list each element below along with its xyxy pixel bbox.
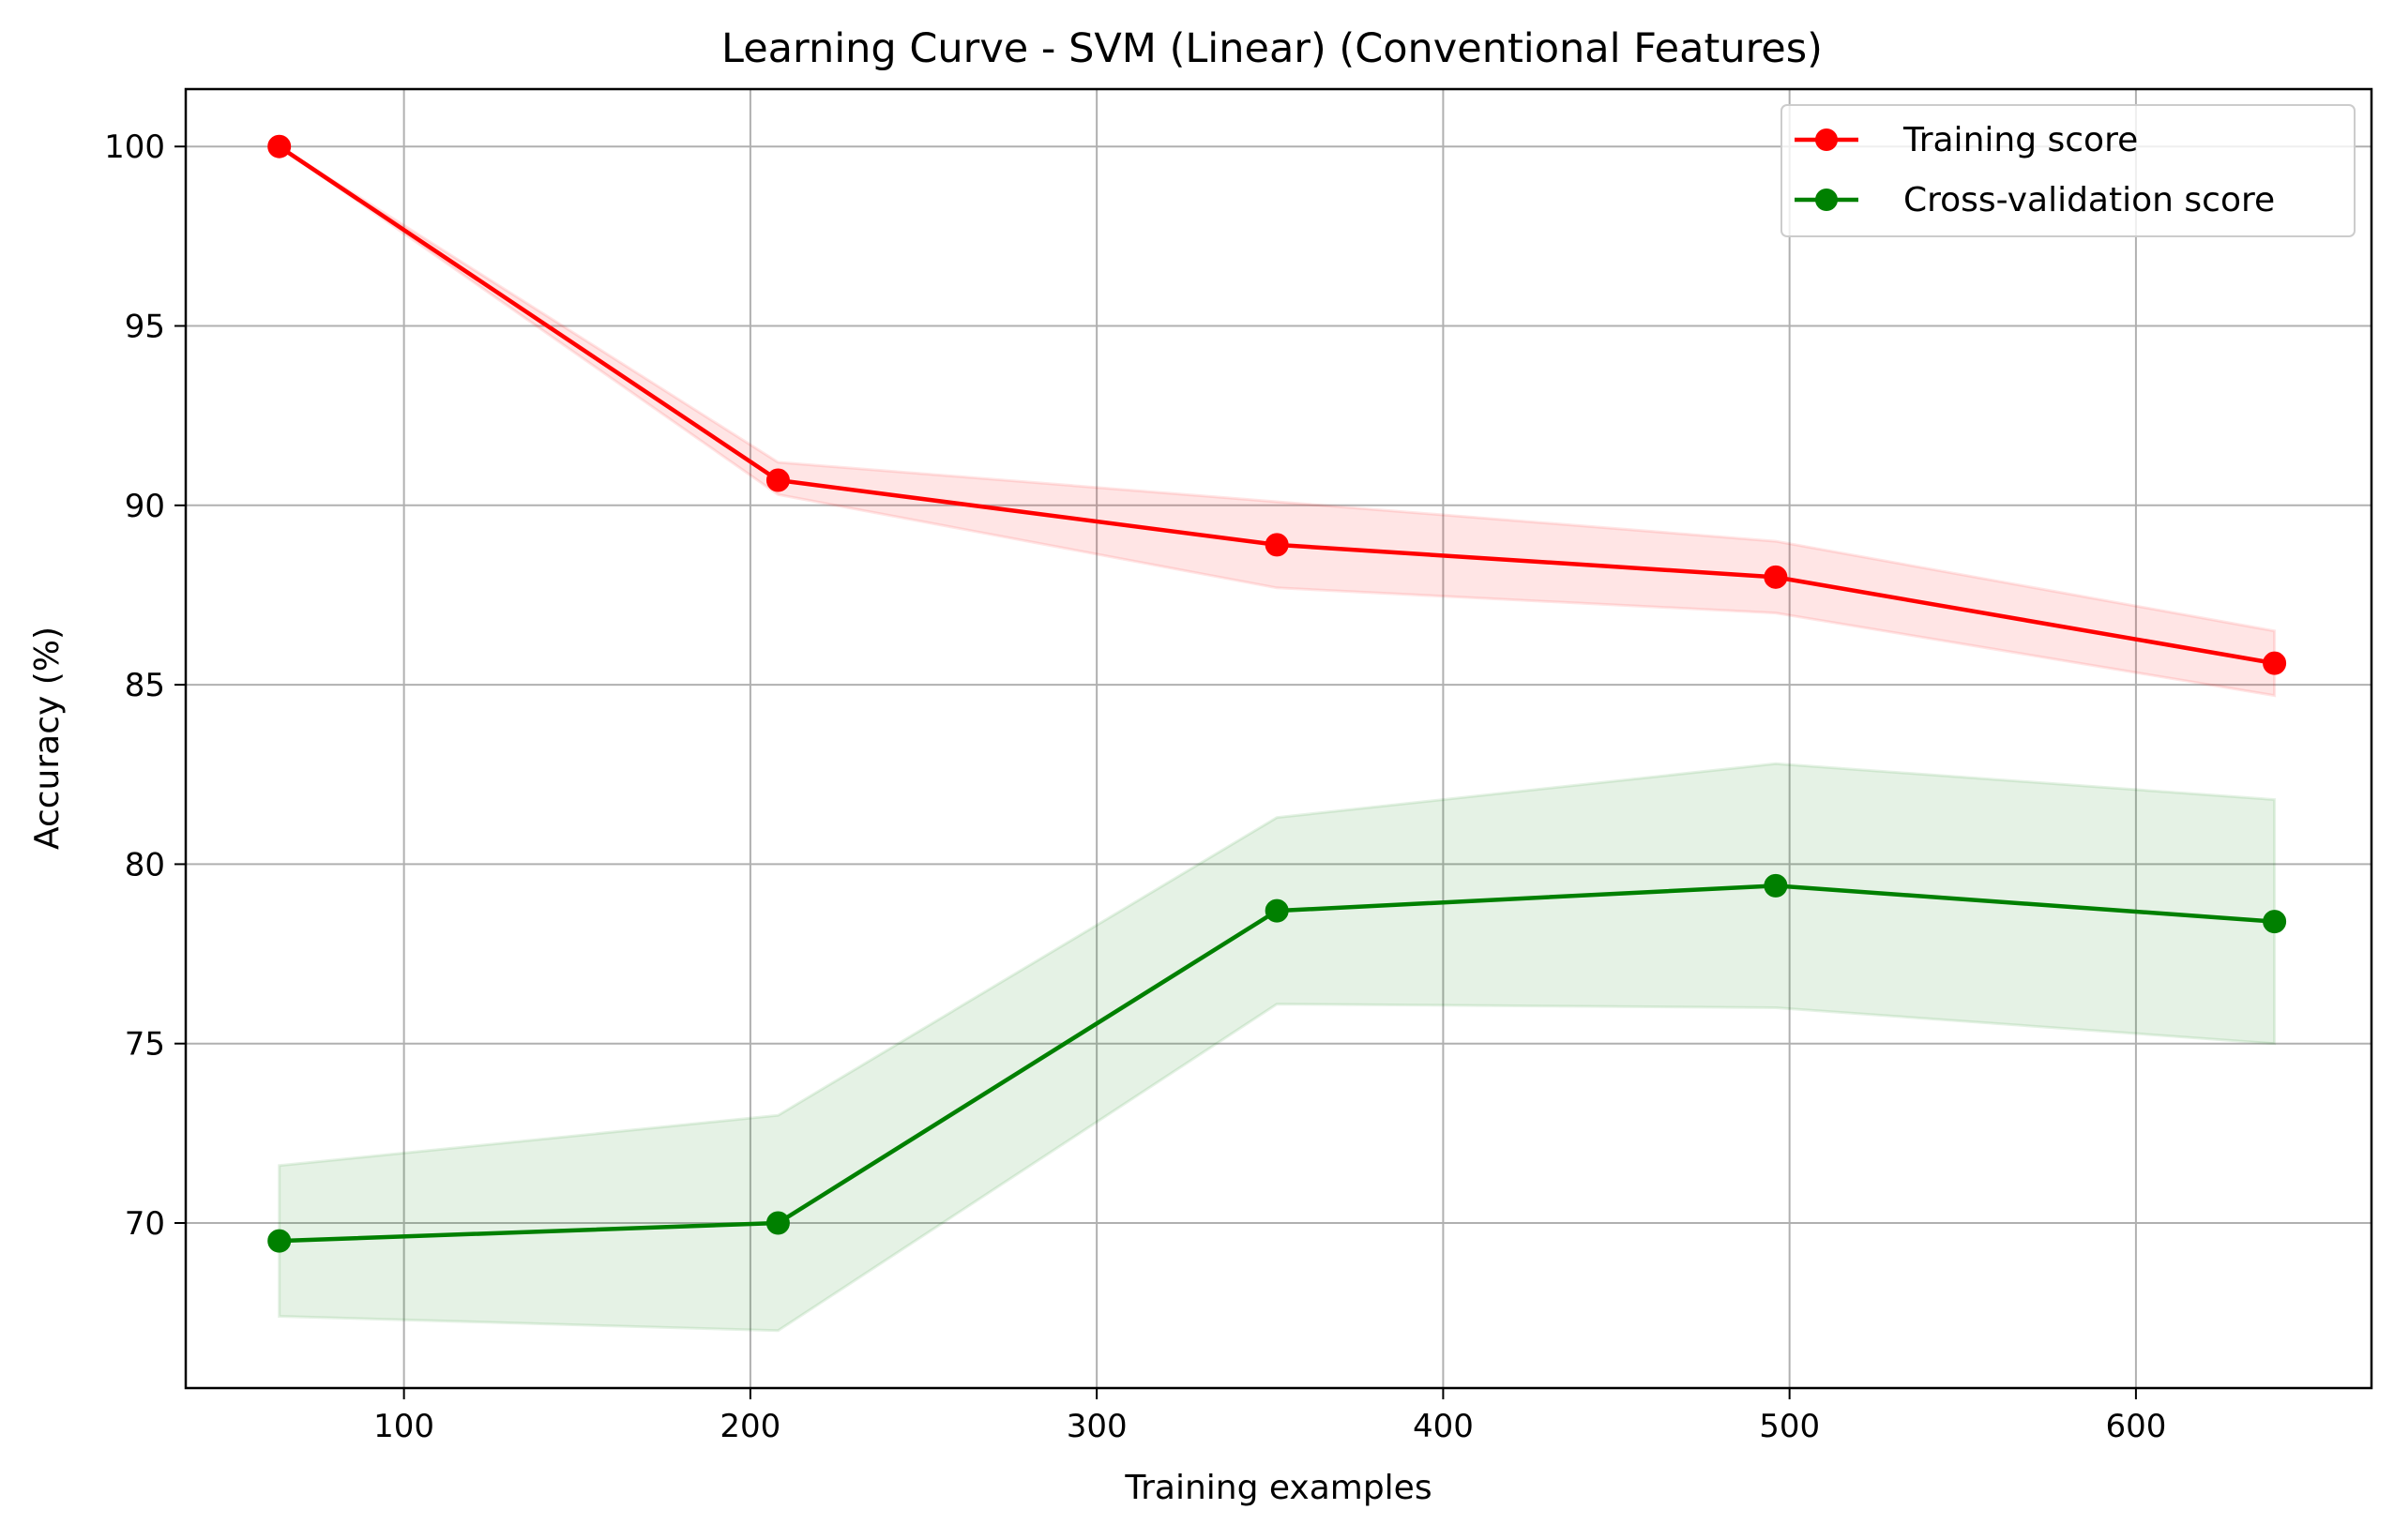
cross-validation-score-point	[1265, 898, 1289, 923]
legend: Training score Cross-validation score	[1780, 104, 2356, 237]
y-tick-label: 90	[125, 488, 165, 525]
x-tick-label: 400	[1413, 1408, 1474, 1445]
training-score-point	[2263, 651, 2287, 675]
cross-validation-score-point	[267, 1229, 292, 1253]
y-tick-label: 85	[125, 667, 165, 704]
x-tick-label: 300	[1067, 1408, 1128, 1445]
legend-training-marker	[1815, 128, 1838, 151]
legend-box	[1780, 104, 2356, 237]
x-tick-label: 200	[720, 1408, 780, 1445]
y-axis-ticks: 70 75 80 85 90 95 100	[104, 128, 186, 1243]
y-tick-label: 100	[104, 128, 165, 166]
cross-validation-score-point	[2263, 910, 2287, 934]
series-markers	[267, 134, 2287, 1253]
y-tick-label: 75	[125, 1026, 165, 1064]
training-score-point	[267, 134, 292, 159]
legend-cross-validation-marker	[1815, 189, 1838, 211]
y-tick-label: 70	[125, 1205, 165, 1243]
y-tick-label: 80	[125, 846, 165, 883]
cross-validation-score-band	[278, 762, 2277, 1333]
grid-lines	[186, 89, 2371, 1388]
chart-title: Learning Curve - SVM (Linear) (Conventio…	[721, 25, 1823, 72]
x-tick-label: 100	[373, 1408, 434, 1445]
cross-validation-score-point	[1764, 873, 1788, 898]
legend-cross-validation-label: Cross-validation score	[1903, 181, 2275, 219]
cross-validation-score-point	[765, 1211, 790, 1235]
x-tick-label: 600	[2105, 1408, 2166, 1445]
y-axis-label: Accuracy (%)	[28, 627, 67, 850]
x-tick-label: 500	[1759, 1408, 1820, 1445]
x-axis-ticks: 100 200 300 400 500 600	[373, 1388, 2166, 1445]
y-tick-label: 95	[125, 309, 165, 346]
training-score-point	[1764, 565, 1788, 589]
plot-frame	[184, 87, 2373, 1390]
legend-training-label: Training score	[1902, 121, 2138, 159]
training-score-point	[765, 468, 790, 492]
x-axis-label: Training examples	[1124, 1469, 1432, 1507]
training-score-point	[1265, 533, 1289, 557]
